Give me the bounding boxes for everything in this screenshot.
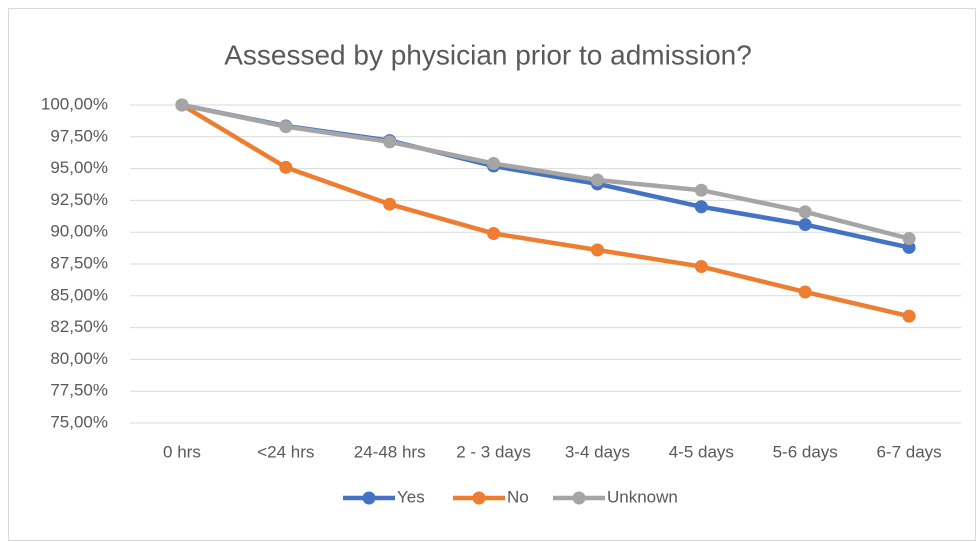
data-point	[694, 183, 708, 197]
data-point	[902, 232, 916, 246]
y-tick-label: 82,50%	[50, 317, 108, 336]
y-tick-label: 87,50%	[50, 253, 108, 272]
data-point	[383, 197, 397, 211]
data-point	[279, 120, 293, 134]
legend-marker	[472, 491, 486, 505]
series-line	[180, 103, 910, 319]
legend-marker	[572, 491, 586, 505]
chart-title: Assessed by physician prior to admission…	[224, 39, 752, 70]
y-tick-label: 77,50%	[50, 381, 108, 400]
data-point	[694, 260, 708, 274]
data-point	[383, 135, 397, 149]
x-tick-label: 24-48 hrs	[354, 442, 426, 461]
y-tick-label: 75,00%	[50, 412, 108, 431]
y-tick-label: 80,00%	[50, 349, 108, 368]
data-point	[487, 157, 501, 171]
data-point	[798, 218, 812, 232]
y-tick-label: 100,00%	[41, 94, 108, 113]
data-point	[590, 173, 604, 187]
chart-border	[8, 8, 976, 541]
y-tick-label: 92,50%	[50, 190, 108, 209]
x-tick-label: 2 - 3 days	[456, 442, 531, 461]
legend-label: Unknown	[607, 487, 678, 506]
data-point	[279, 160, 293, 174]
data-point	[798, 205, 812, 219]
data-point	[902, 309, 916, 323]
y-tick-label: 97,50%	[50, 126, 108, 145]
y-tick-label: 85,00%	[50, 285, 108, 304]
x-tick-label: 5-6 days	[773, 442, 838, 461]
data-point	[902, 240, 916, 254]
data-point	[694, 200, 708, 214]
x-tick-label: 6-7 days	[876, 442, 941, 461]
legend-label: Yes	[397, 487, 425, 506]
data-point	[798, 285, 812, 299]
data-point	[487, 226, 501, 240]
data-point	[590, 243, 604, 257]
x-tick-label: 4-5 days	[669, 442, 734, 461]
x-tick-label: 3-4 days	[565, 442, 630, 461]
legend-label: No	[507, 487, 529, 506]
data-point	[175, 98, 189, 112]
y-tick-label: 90,00%	[50, 222, 108, 241]
x-tick-label: 0 hrs	[163, 442, 201, 461]
series-line	[181, 102, 910, 241]
legend-marker	[362, 491, 376, 505]
x-tick-label: <24 hrs	[257, 442, 314, 461]
y-tick-label: 95,00%	[50, 158, 108, 177]
